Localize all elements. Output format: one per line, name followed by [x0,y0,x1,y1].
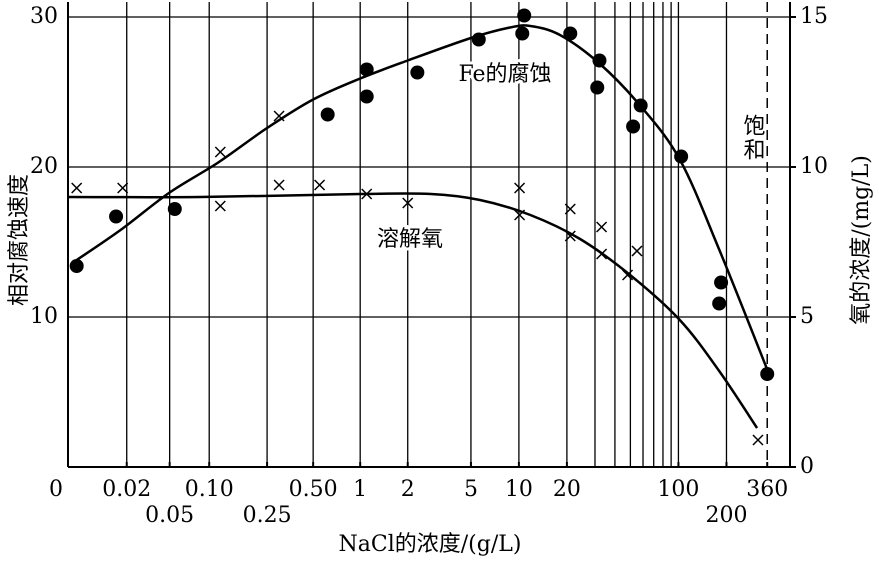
point [214,200,226,212]
series-label: 溶解氧 [377,227,443,252]
x-tick-label: 5 [464,477,478,502]
x-tick-label: 2 [401,477,415,502]
series-label: Fe的腐蚀 [458,62,551,87]
y2-tick-label: 5 [800,304,814,329]
point [314,179,326,191]
y2-axis-label: 氧的浓度/(mg/L) [849,155,874,325]
x-tick-label: 360 [746,477,788,502]
point [564,230,576,242]
point [117,182,129,194]
y-tick-label: 10 [30,304,58,329]
point [760,367,775,381]
x-tick-label: 10 [505,477,533,502]
point [71,182,83,194]
point [564,203,576,215]
point [626,119,641,134]
y-axis-label: 相对腐蚀速度 [7,174,32,306]
point [273,110,285,122]
point [714,275,729,290]
point [590,80,605,95]
point [596,248,608,260]
point [273,179,285,191]
point [214,146,226,158]
point [514,209,526,221]
x-tick-label: 200 [705,503,747,528]
point [471,32,486,47]
point [752,434,764,446]
x-tick-label: 0.10 [185,477,234,502]
x-tick-label: 0.25 [243,503,292,528]
point [622,269,634,281]
x-tick-label: 100 [657,477,699,502]
x-tick-label: 20 [553,477,581,502]
y2-tick-label: 10 [800,154,828,179]
point [361,188,373,200]
point [167,202,182,216]
point [712,296,727,311]
y2-tick-label: 0 [800,454,814,479]
x-tick-label: 0.02 [102,477,151,502]
x-axis-label: NaCl的浓度/(g/L) [339,532,522,557]
point [633,98,648,113]
x-tick-label: 0 [49,477,63,502]
point [596,221,608,233]
point [514,182,526,194]
point [631,245,643,257]
x-tick-label: 0.50 [289,477,338,502]
point [517,8,532,23]
point [563,26,578,41]
y-tick-label: 30 [30,4,58,29]
point [674,149,689,164]
x-tick-label: 0.05 [145,503,194,528]
x-tick-label: 1 [353,477,367,502]
point [410,65,425,80]
point [402,197,414,209]
point [359,89,374,104]
point [320,107,335,122]
y-tick-label: 20 [30,154,58,179]
curve [67,192,759,429]
point [515,26,530,41]
point [69,259,84,273]
point [359,62,374,77]
point [109,209,124,224]
saturation-label: 饱和 [740,114,766,162]
point [592,53,607,68]
y2-tick-label: 15 [800,4,828,29]
